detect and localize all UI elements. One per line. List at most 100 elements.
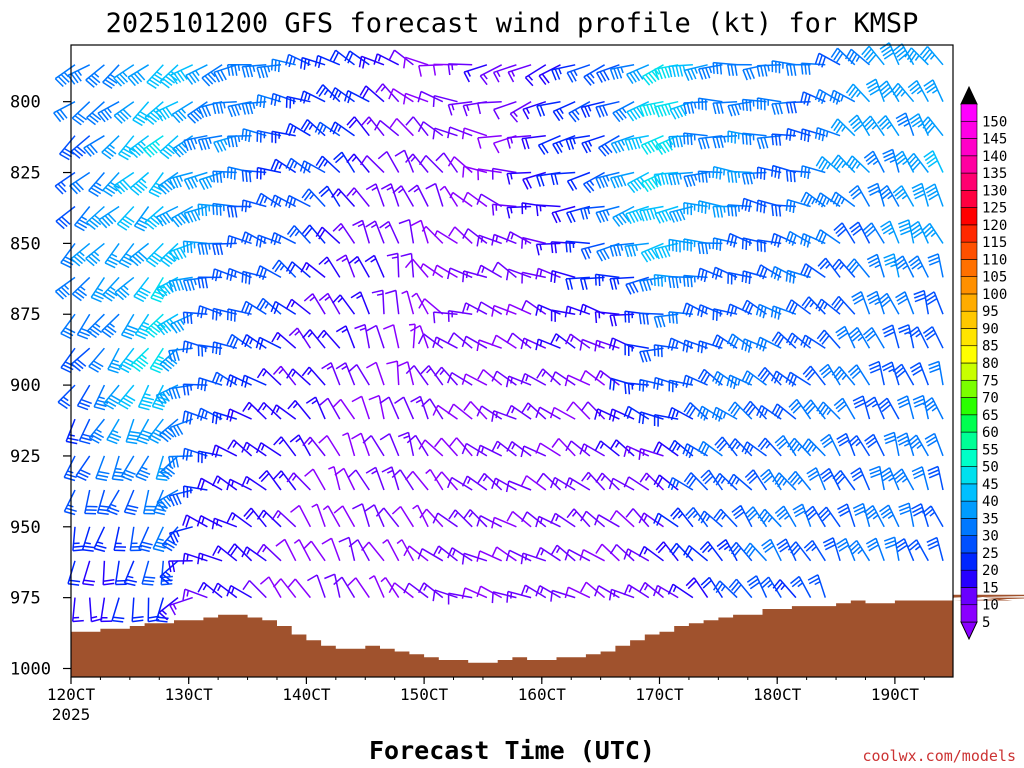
- wind-barb: [417, 121, 444, 137]
- wind-barb: [807, 574, 827, 598]
- wind-barb: [549, 406, 576, 420]
- wind-barb: [160, 242, 179, 268]
- wind-barb: [727, 438, 753, 457]
- wind-barb: [492, 134, 517, 154]
- wind-barb: [864, 396, 885, 420]
- wind-barb: [521, 134, 546, 150]
- colorbar-label: 25: [982, 546, 999, 562]
- wind-barb: [623, 445, 650, 457]
- wind-barb: [318, 185, 341, 207]
- wind-barb: [815, 192, 841, 208]
- wind-barb: [365, 220, 385, 244]
- wind-barb: [462, 100, 488, 117]
- wind-barb: [814, 88, 841, 104]
- wind-barb: [845, 155, 871, 174]
- wind-barb: [182, 485, 208, 498]
- wind-barb: [638, 447, 664, 460]
- y-tick-label: 925: [10, 447, 41, 467]
- wind-barb: [226, 584, 252, 599]
- wind-barb: [879, 467, 900, 491]
- wind-barb: [322, 505, 341, 528]
- wind-barb: [831, 366, 856, 386]
- wind-barb: [624, 134, 649, 151]
- wind-barb: [375, 507, 400, 528]
- wind-barb: [535, 585, 561, 599]
- wind-barb: [447, 156, 473, 174]
- wind-barb: [506, 332, 532, 349]
- wind-barb: [102, 276, 120, 302]
- wind-barb: [103, 384, 121, 410]
- wind-barb: [879, 42, 900, 66]
- colorbar-label: 85: [982, 339, 999, 355]
- wind-barb: [155, 205, 179, 227]
- wind-barb: [505, 480, 532, 493]
- wind-barb: [595, 205, 620, 224]
- wind-barb: [352, 219, 371, 244]
- wind-barb: [685, 577, 709, 599]
- wind-barb: [830, 47, 856, 66]
- colorbar-swatch: [960, 518, 978, 536]
- wind-barb: [837, 503, 856, 528]
- wind-barb: [822, 537, 841, 562]
- wind-barb: [771, 204, 796, 217]
- wind-barb: [270, 92, 296, 107]
- wind-barb: [63, 455, 77, 482]
- wind-barb: [59, 135, 76, 161]
- wind-barb: [491, 167, 517, 180]
- wind-barb: [304, 468, 326, 491]
- wind-barb: [653, 313, 679, 328]
- wind-barb: [241, 300, 267, 316]
- wind-barb: [566, 171, 591, 191]
- wind-barb: [608, 408, 635, 422]
- wind-barb: [150, 277, 168, 303]
- wind-barb: [771, 331, 797, 349]
- x-axis: 120CT 130CT 140CT 150CT 160CT 170CT 180CT 190CT: [47, 677, 925, 704]
- wind-barb: [535, 546, 561, 562]
- wind-barb: [118, 347, 136, 374]
- wind-barb: [344, 50, 370, 66]
- x-tick-label: 140CT: [282, 685, 331, 704]
- wind-barb: [653, 171, 679, 186]
- wind-barb: [924, 183, 944, 207]
- wind-barb: [894, 538, 915, 562]
- wind-barb: [211, 411, 238, 425]
- colorbar-label: 80: [982, 356, 999, 372]
- wind-barb: [90, 276, 106, 303]
- wind-barb: [712, 165, 738, 180]
- wind-barb: [69, 171, 91, 195]
- wind-barb: [537, 135, 561, 155]
- wind-barb: [580, 581, 606, 599]
- colorbar-bottom-arrow: [960, 621, 978, 641]
- wind-barb: [770, 370, 797, 386]
- wind-barb: [182, 588, 208, 601]
- wind-barb: [410, 219, 429, 244]
- wind-barb: [800, 91, 826, 106]
- wind-barb: [241, 100, 267, 115]
- wind-barb: [302, 436, 326, 457]
- wind-barb: [596, 64, 620, 83]
- wind-barb: [624, 382, 649, 395]
- wind-barb: [446, 476, 473, 491]
- wind-barb: [712, 100, 738, 115]
- wind-barb: [211, 371, 238, 386]
- wind-barb: [159, 418, 179, 443]
- wind-barb: [550, 333, 576, 349]
- wind-barb: [520, 475, 547, 491]
- wind-barb: [668, 64, 693, 78]
- wind-barb: [148, 418, 166, 444]
- wind-barb: [697, 242, 723, 255]
- wind-barb: [790, 575, 812, 598]
- wind-barb: [716, 539, 738, 562]
- wind-barb: [538, 64, 561, 86]
- wind-barb: [580, 205, 605, 220]
- wind-barb: [396, 539, 415, 562]
- wind-barb: [566, 64, 591, 83]
- wind-barb: [95, 455, 110, 482]
- wind-barb: [741, 338, 767, 353]
- wind-barb: [388, 88, 414, 103]
- wind-barb: [255, 265, 282, 281]
- y-tick-label: 825: [10, 164, 41, 184]
- wind-barb: [892, 363, 915, 386]
- colorbar-swatch: [960, 276, 978, 295]
